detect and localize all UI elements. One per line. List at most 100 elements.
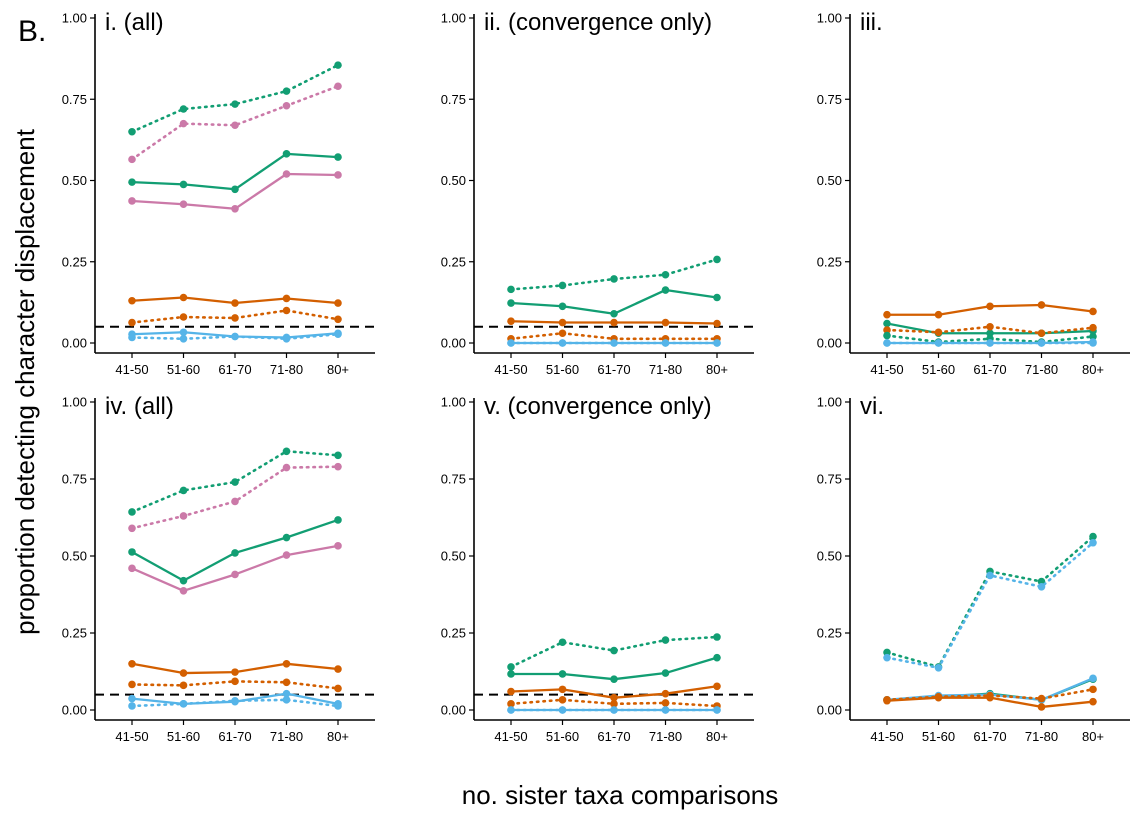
data-point (179, 669, 188, 677)
data-point (282, 150, 291, 158)
data-point (661, 318, 670, 327)
data-point (661, 286, 670, 294)
data-point (334, 516, 342, 524)
data-point (179, 200, 188, 209)
y-tick-label: 0.00 (62, 336, 87, 351)
data-point (282, 306, 291, 315)
x-tick-label: 80+ (706, 362, 728, 377)
data-point (128, 296, 136, 305)
y-tick-label: 0.00 (441, 703, 466, 718)
y-tick-label: 0.25 (62, 254, 87, 269)
data-point (661, 669, 670, 677)
data-point (610, 309, 618, 318)
data-point (661, 270, 670, 279)
y-tick-label: 0.50 (441, 549, 466, 564)
panel: 0.00 0.25 0.50 0.75 1.00 41-50 51-60 61-70 71-80… (62, 393, 375, 744)
data-point (713, 255, 721, 264)
series-line (131, 152, 339, 191)
data-point (179, 334, 188, 343)
data-point (128, 318, 136, 327)
data-point (128, 155, 136, 164)
data-point (661, 699, 670, 707)
x-tick-label: 61-70 (218, 362, 251, 377)
data-point (883, 331, 891, 340)
data-point (1089, 332, 1097, 341)
x-tick-label: 71-80 (1025, 362, 1058, 377)
data-point (1037, 329, 1046, 338)
data-point (986, 693, 994, 702)
data-point (1089, 538, 1097, 547)
data-point (282, 294, 291, 303)
data-point (282, 689, 291, 698)
data-point (507, 670, 515, 678)
x-tick-label: 51-60 (922, 362, 955, 377)
y-tick-label: 1.00 (817, 11, 842, 26)
y-tick-label: 0.75 (817, 92, 842, 107)
data-point (986, 302, 994, 311)
data-point (334, 61, 342, 69)
data-point (282, 334, 291, 343)
data-point (883, 696, 891, 705)
x-tick-label: 80+ (327, 729, 349, 744)
data-point (883, 326, 891, 334)
data-point (986, 571, 994, 580)
y-tick-label: 0.25 (817, 254, 842, 269)
data-point (179, 681, 188, 690)
data-point (883, 319, 891, 328)
x-tick-label: 71-80 (649, 729, 682, 744)
data-point (179, 328, 188, 337)
data-point (713, 653, 721, 662)
x-tick-label: 61-70 (973, 362, 1006, 377)
data-point (179, 486, 188, 495)
data-point (661, 636, 670, 644)
data-point (128, 702, 136, 710)
data-point (128, 333, 136, 342)
y-tick-label: 0.25 (817, 626, 842, 641)
data-point (128, 564, 136, 573)
data-point (610, 693, 618, 702)
data-point (610, 700, 618, 708)
y-tick-label: 0.50 (62, 549, 87, 564)
y-tick-label: 0.00 (817, 703, 842, 718)
data-point (934, 339, 943, 347)
panel-title: ii. (convergence only) (484, 9, 712, 36)
data-point (986, 339, 994, 347)
data-point (179, 105, 188, 113)
data-point (282, 463, 291, 472)
data-point (282, 660, 291, 668)
x-tick-label: 51-60 (167, 729, 200, 744)
y-axis-title: proportion detecting character displacem… (10, 128, 40, 635)
panel: 0.00 0.25 0.50 0.75 1.00 41-50 51-60 61-70 71-80… (817, 393, 1130, 744)
data-point (334, 153, 342, 161)
data-point (1037, 301, 1046, 309)
data-point (661, 339, 670, 347)
data-point (558, 302, 567, 311)
x-tick-label: 61-70 (597, 729, 630, 744)
panel-title: v. (convergence only) (484, 393, 712, 420)
data-point (128, 197, 136, 205)
data-point (128, 127, 136, 136)
data-point (231, 668, 239, 676)
data-point (1037, 703, 1046, 711)
series-line (885, 535, 1095, 669)
data-point (1089, 532, 1097, 541)
panel: 0.00 0.25 0.50 0.75 1.00 41-50 51-60 61-70 71-80… (817, 9, 1130, 377)
data-point (334, 702, 342, 710)
data-point (558, 706, 567, 714)
panel-title: vi. (860, 393, 884, 420)
data-point (986, 322, 994, 331)
data-point (558, 685, 567, 694)
y-tick-label: 0.25 (441, 254, 466, 269)
x-tick-label: 41-50 (115, 729, 148, 744)
x-tick-label: 51-60 (922, 729, 955, 744)
data-point (334, 462, 342, 471)
data-point (231, 478, 239, 486)
data-point (231, 204, 239, 213)
x-tick-label: 80+ (1082, 362, 1104, 377)
data-point (231, 570, 239, 579)
data-point (986, 329, 994, 338)
data-point (1089, 685, 1097, 694)
x-tick-label: 61-70 (218, 729, 251, 744)
series-line (130, 84, 340, 161)
